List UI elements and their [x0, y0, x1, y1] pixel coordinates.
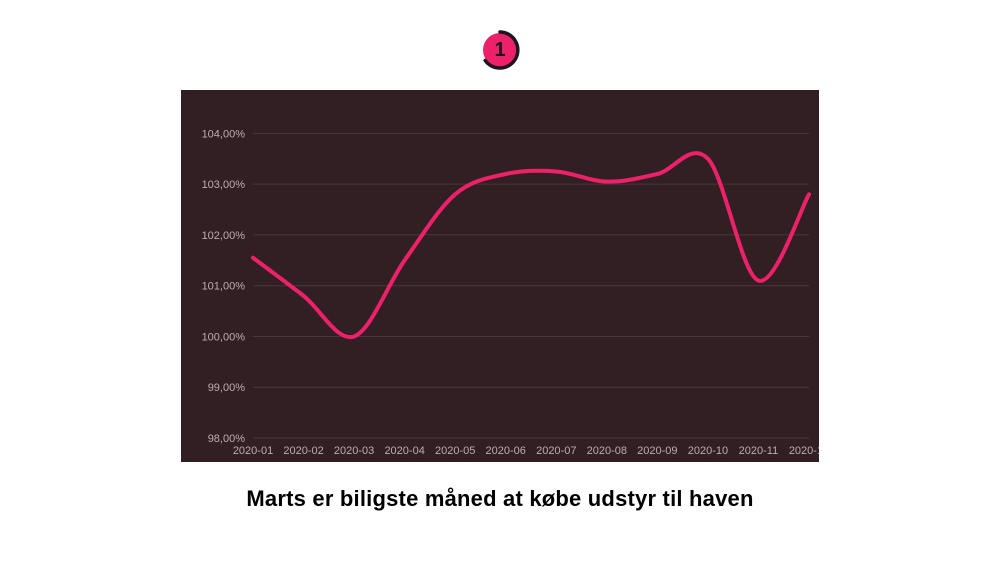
chart-caption: Marts er biligste måned at købe udstyr t…	[246, 486, 753, 512]
svg-text:2020-03: 2020-03	[334, 445, 374, 457]
svg-text:2020-01: 2020-01	[233, 445, 273, 457]
step-badge: 1	[478, 28, 522, 72]
chart-svg: 98,00% 99,00% 100,00% 101,00% 102,00% 103,00%…	[181, 90, 819, 462]
svg-text:101,00%: 101,00%	[202, 281, 246, 293]
svg-text:2020-10: 2020-10	[688, 445, 728, 457]
svg-text:2020-04: 2020-04	[384, 445, 424, 457]
badge-number: 1	[478, 28, 522, 72]
svg-text:98,00%: 98,00%	[208, 433, 246, 445]
svg-text:104,00%: 104,00%	[202, 128, 246, 140]
svg-text:2020-06: 2020-06	[486, 445, 526, 457]
price-chart: 98,00% 99,00% 100,00% 101,00% 102,00% 103,00%…	[181, 90, 819, 462]
svg-text:2020-07: 2020-07	[536, 445, 576, 457]
svg-text:99,00%: 99,00%	[208, 382, 246, 394]
svg-text:2020-09: 2020-09	[637, 445, 677, 457]
svg-text:2020-05: 2020-05	[435, 445, 475, 457]
svg-text:2020-02: 2020-02	[283, 445, 323, 457]
svg-text:2020-12: 2020-12	[789, 445, 819, 457]
svg-text:2020-08: 2020-08	[587, 445, 627, 457]
svg-text:103,00%: 103,00%	[202, 179, 246, 191]
svg-text:102,00%: 102,00%	[202, 230, 246, 242]
svg-text:2020-11: 2020-11	[739, 445, 779, 457]
svg-text:100,00%: 100,00%	[202, 331, 246, 343]
